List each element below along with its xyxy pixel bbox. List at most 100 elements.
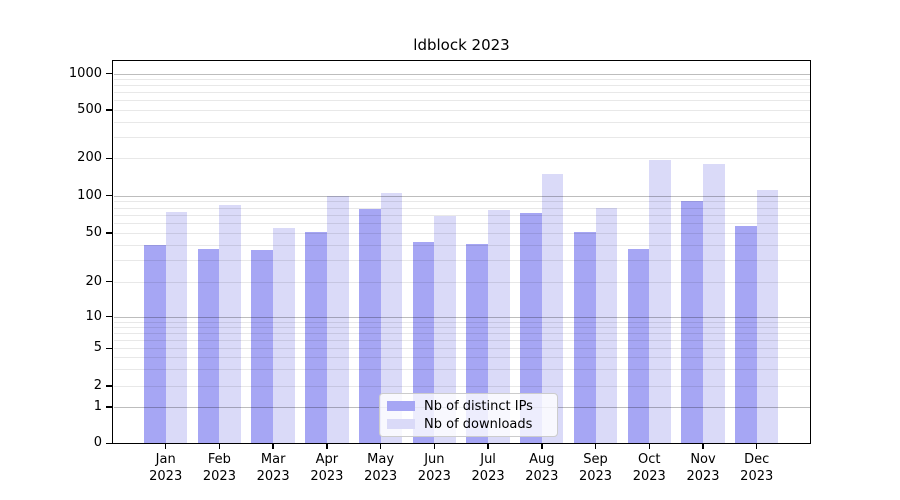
bar-downloads-Jun	[434, 216, 457, 444]
gridline-minor	[113, 348, 810, 350]
bar-ips-Aug	[520, 213, 542, 444]
y-tick-mark	[106, 109, 112, 111]
bar-downloads-May	[380, 193, 403, 444]
bar-downloads-Oct	[649, 159, 671, 444]
y-tick-label: 0	[93, 435, 102, 451]
gridline-minor	[113, 260, 810, 262]
bar-ips-Nov	[681, 201, 703, 444]
bar-ips-Sep	[573, 231, 596, 444]
x-tick-label-year: 2023	[471, 469, 505, 484]
gridline-minor	[113, 369, 810, 371]
x-tick-label: Jun 2023	[407, 451, 461, 485]
gridline-minor	[113, 326, 810, 328]
bar-downloads-Jan	[165, 211, 188, 444]
y-tick-label: 2	[93, 378, 102, 393]
legend-row-distinct-ips: Nb of distinct IPs	[380, 399, 557, 414]
chart-title: ldblock 2023	[413, 36, 510, 54]
gridline-minor	[113, 158, 810, 160]
x-tick-label-year: 2023	[310, 469, 344, 484]
bar-ips-Feb	[197, 249, 220, 444]
y-tick-mark	[106, 281, 112, 283]
y-tick-label: 500	[77, 102, 102, 117]
x-tick-label-year: 2023	[578, 469, 613, 484]
bar-ips-May	[358, 209, 381, 444]
x-tick-label-year: 2023	[364, 469, 398, 484]
bar-downloads-Aug	[541, 173, 564, 444]
gridline-minor	[113, 223, 810, 225]
x-tick-mark	[379, 444, 382, 449]
x-tick-label: Sep 2023	[569, 451, 623, 485]
x-tick-mark	[594, 444, 597, 449]
gridline-minor	[113, 233, 810, 234]
x-tick-mark	[648, 444, 650, 449]
gridline-minor	[113, 281, 810, 283]
x-tick-mark	[326, 444, 328, 449]
gridline-minor	[113, 79, 810, 81]
gridline-minor	[113, 201, 810, 203]
bar-downloads-Jul	[488, 209, 510, 444]
x-tick-label-year: 2023	[525, 469, 559, 484]
y-tick-mark	[106, 157, 112, 160]
gridline-minor	[113, 136, 810, 138]
x-tick-label-year: 2023	[740, 469, 774, 484]
legend-row-downloads: Nb of downloads	[380, 417, 557, 432]
gridline-minor	[113, 207, 810, 209]
x-tick-label: May 2023	[354, 451, 408, 485]
x-tick-mark	[165, 444, 167, 449]
x-tick-mark	[218, 444, 221, 449]
bar-ips-Apr	[305, 231, 327, 444]
gridline-minor	[113, 100, 810, 102]
gridline-minor	[113, 332, 810, 334]
x-tick-label-year: 2023	[417, 469, 451, 484]
y-tick-mark	[106, 385, 112, 387]
x-tick-label: Feb 2023	[192, 451, 246, 485]
x-tick-label: Apr 2023	[300, 451, 354, 485]
legend-label-distinct-ips: Nb of distinct IPs	[424, 398, 533, 414]
x-tick-mark	[272, 444, 274, 449]
x-tick-label: Dec 2023	[730, 451, 784, 485]
gridline-minor	[113, 321, 810, 323]
x-tick-label: Aug 2023	[515, 451, 569, 485]
x-tick-label: Jul 2023	[461, 451, 515, 485]
y-tick-label: 200	[77, 150, 102, 166]
x-tick-label-year: 2023	[202, 469, 236, 484]
x-tick-label-year: 2023	[632, 469, 666, 484]
y-tick-mark	[106, 406, 112, 408]
bar-downloads-Feb	[219, 205, 242, 444]
gridline-minor	[113, 244, 810, 246]
y-tick-mark	[106, 73, 112, 75]
gridline-major	[113, 195, 810, 197]
gridline-minor	[113, 110, 810, 111]
y-tick-mark	[106, 316, 112, 318]
x-tick-label: Nov 2023	[676, 451, 730, 485]
x-tick-label-year: 2023	[256, 469, 290, 484]
x-tick-label: Oct 2023	[622, 451, 676, 485]
y-tick-label: 1	[93, 399, 102, 414]
gridline-minor	[113, 92, 810, 94]
bar-ips-Oct	[627, 249, 650, 444]
y-tick-label: 50	[85, 225, 102, 240]
legend-swatch-distinct-ips	[387, 401, 415, 411]
legend-label-downloads: Nb of downloads	[424, 416, 533, 432]
y-tick-label: 10	[85, 308, 102, 324]
bar-ips-Mar	[251, 250, 274, 444]
y-tick-label: 100	[77, 187, 102, 203]
x-tick-mark	[541, 444, 543, 449]
y-tick-mark	[106, 232, 112, 234]
gridline-minor	[113, 339, 810, 341]
y-tick-label: 5	[93, 340, 102, 356]
x-tick-mark	[487, 444, 489, 449]
legend: Nb of distinct IPs Nb of downloads	[379, 393, 558, 437]
x-tick-mark	[756, 444, 758, 449]
x-tick-label-year: 2023	[149, 469, 183, 484]
x-tick-label-year: 2023	[686, 469, 720, 484]
bar-downloads-Dec	[756, 189, 779, 444]
gridline-major	[113, 73, 810, 75]
bar-ips-Dec	[735, 225, 757, 444]
bar-downloads-Nov	[703, 164, 725, 444]
y-tick-mark	[106, 195, 112, 197]
gridline-minor	[113, 214, 810, 216]
gridline-minor	[113, 85, 810, 87]
gridline-minor	[113, 386, 810, 387]
